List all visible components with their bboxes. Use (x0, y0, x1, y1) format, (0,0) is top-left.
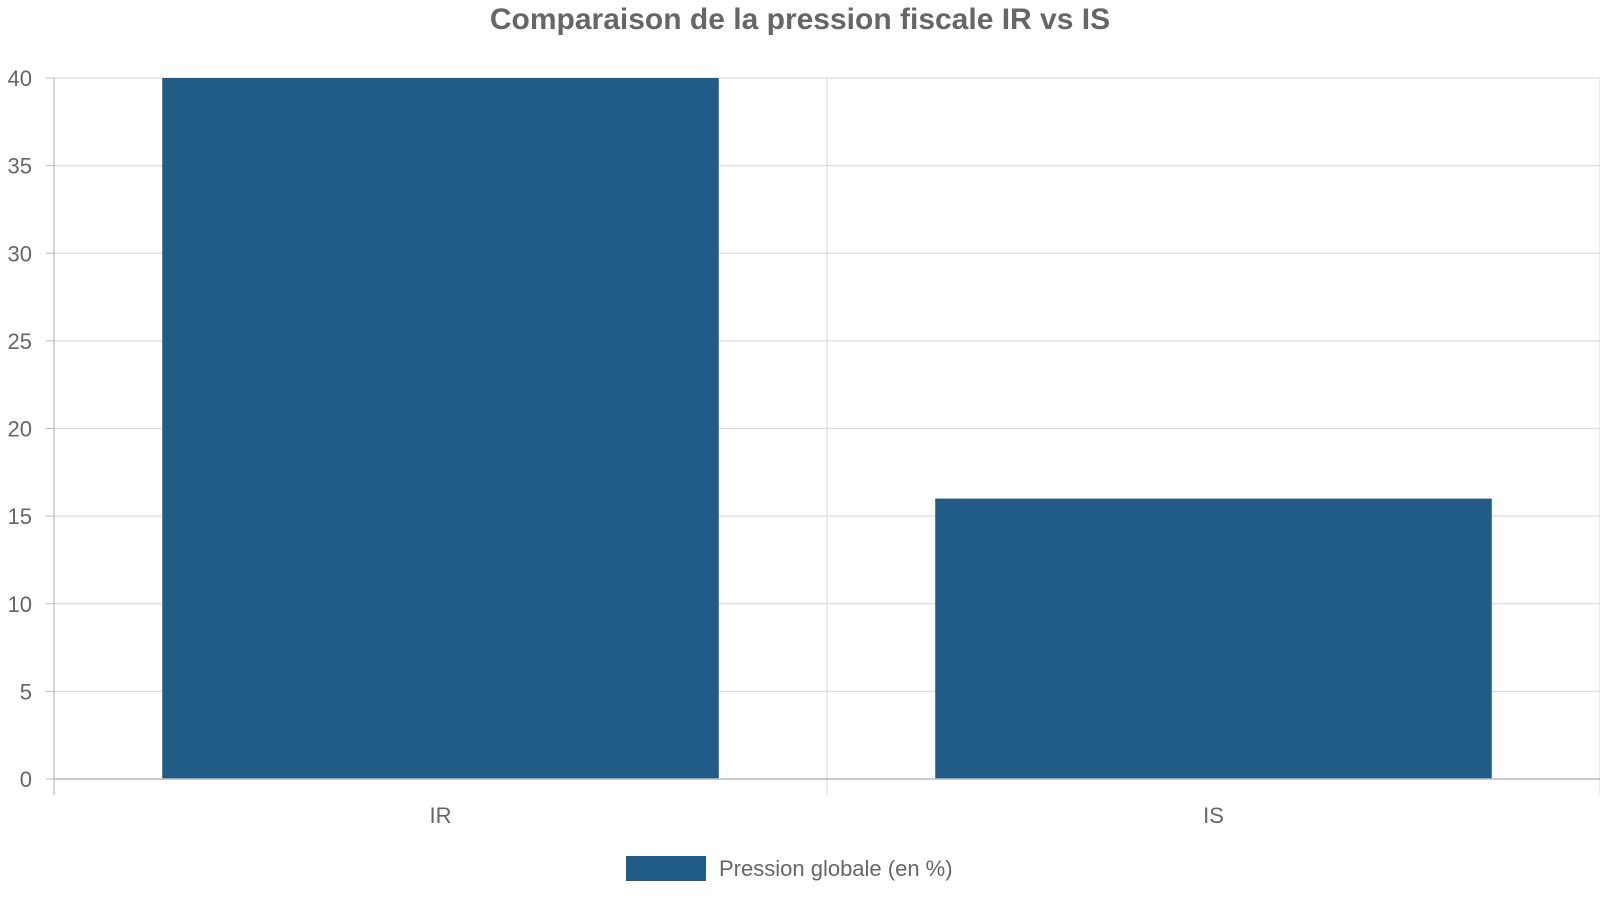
y-tick-label: 10 (8, 592, 32, 617)
chart-title: Comparaison de la pression fiscale IR vs… (490, 3, 1110, 36)
y-tick-label: 15 (8, 504, 32, 529)
axes (46, 77, 1600, 795)
legend-label: Pression globale (en %) (719, 856, 953, 881)
y-tick-label: 40 (8, 66, 32, 91)
x-tick-label: IR (430, 803, 452, 828)
legend[interactable]: Pression globale (en %) (626, 856, 953, 881)
x-tick-label: IS (1203, 803, 1224, 828)
y-tick-label: 35 (8, 154, 32, 179)
y-tick-label: 0 (20, 767, 32, 792)
y-tick-label: 30 (8, 241, 32, 266)
y-tick-label: 20 (8, 417, 32, 442)
y-tick-label: 25 (8, 329, 32, 354)
bars (162, 78, 1492, 779)
y-tick-label: 5 (20, 679, 32, 704)
legend-swatch[interactable] (626, 856, 706, 881)
bar-ir[interactable] (162, 78, 719, 779)
y-tick-labels: 0 5 10 15 20 25 30 35 40 (8, 66, 32, 792)
bar-is[interactable] (935, 498, 1492, 779)
x-tick-labels: IR IS (430, 803, 1224, 828)
